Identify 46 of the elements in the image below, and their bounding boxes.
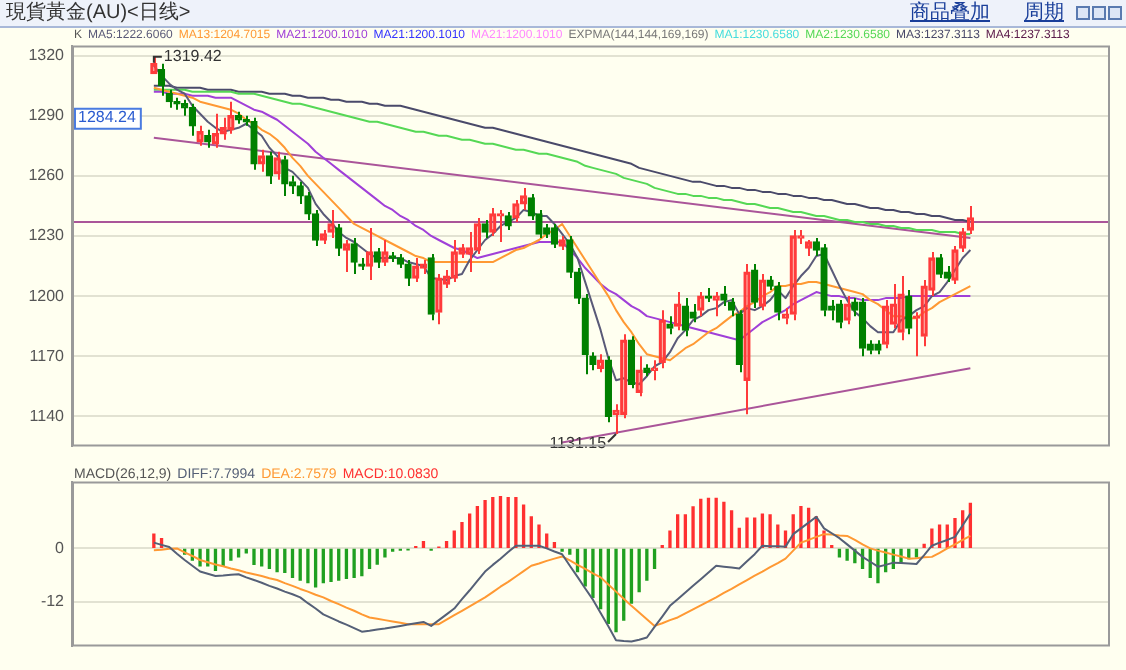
- candlestick: [427, 253, 435, 322]
- candlestick: [689, 303, 697, 324]
- candlestick: [643, 363, 651, 378]
- candlestick: [774, 281, 782, 322]
- candlestick: [388, 251, 397, 264]
- candlestick: [404, 259, 412, 288]
- candlestick: [550, 222, 559, 249]
- candlestick: [504, 210, 512, 231]
- candlestick: [481, 218, 489, 239]
- candlestick: [350, 236, 358, 276]
- candlestick: [173, 96, 181, 111]
- candlestick: [858, 297, 867, 358]
- candlestick: [396, 253, 405, 270]
- chart-title: 現貨黃金(AU)<日线>: [6, 2, 191, 26]
- candlestick: [265, 150, 274, 185]
- candlestick: [935, 253, 944, 280]
- y-tick-label: 0: [55, 538, 66, 557]
- annotation: 1131.15: [549, 434, 608, 453]
- candlestick: [720, 285, 728, 308]
- candlestick: [820, 243, 828, 318]
- y-tick-label: 1170: [29, 346, 66, 365]
- candlestick: [835, 299, 844, 330]
- candlestick: [681, 297, 690, 338]
- candlestick: [373, 247, 381, 270]
- candlestick: [335, 222, 343, 258]
- candlestick: [604, 355, 612, 424]
- candlestick: [874, 339, 882, 356]
- y-tick-label: 1290: [28, 106, 66, 125]
- text: 1284.24: [78, 108, 137, 127]
- y-tick-label: 1140: [29, 406, 66, 425]
- candlestick: [543, 222, 551, 239]
- y-tick-label: 1200: [28, 286, 66, 305]
- y-tick-label: -12: [40, 592, 66, 611]
- candlestick: [905, 289, 913, 336]
- text: 商品叠加: [910, 2, 990, 24]
- candlestick: [627, 335, 636, 390]
- candlestick: [666, 315, 674, 336]
- y-tick-label: 1260: [28, 166, 66, 185]
- candlestick: [704, 287, 713, 304]
- text: 周期: [1024, 2, 1064, 24]
- y-tick-label: 1320: [28, 46, 66, 65]
- annotation: 1319.42: [163, 47, 223, 66]
- candlestick: [281, 154, 289, 197]
- candlestick: [751, 263, 759, 310]
- y-tick-label: 1230: [28, 226, 66, 245]
- candlestick: [250, 116, 258, 171]
